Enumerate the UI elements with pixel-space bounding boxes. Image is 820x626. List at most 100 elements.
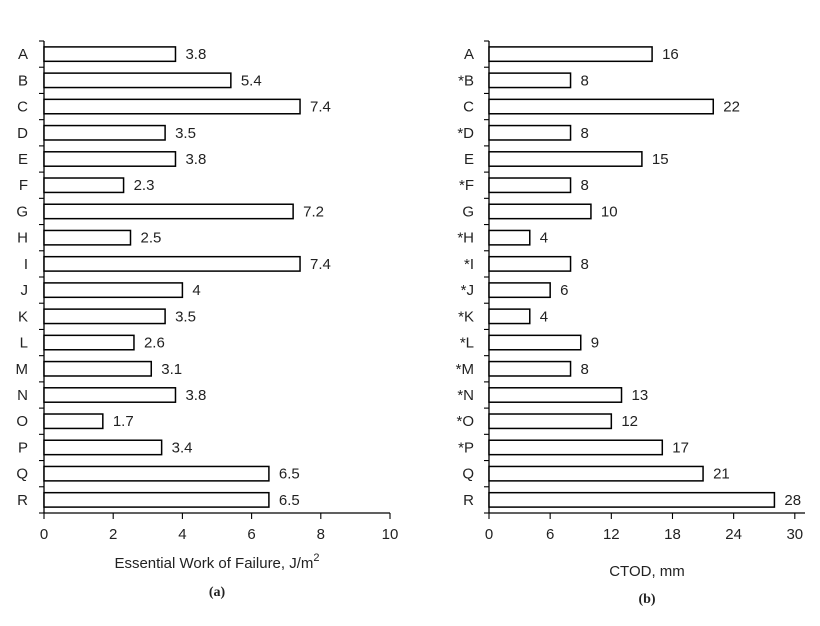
bar-g	[488, 203, 592, 220]
category-label: D	[17, 125, 28, 142]
category-label: *O	[456, 413, 474, 430]
value-label: 28	[784, 492, 801, 509]
bar-e	[43, 151, 177, 167]
bar-star-k	[488, 308, 531, 325]
x-axis-label: CTOD, mm	[609, 563, 685, 580]
category-label: *J	[461, 282, 474, 299]
x-tick-label: 24	[725, 526, 742, 543]
category-label: J	[21, 282, 29, 299]
value-label: 16	[662, 46, 679, 63]
bar-star-b	[488, 72, 572, 89]
x-tick-label: 6	[247, 526, 255, 543]
value-label: 21	[713, 466, 730, 483]
category-label: *H	[457, 230, 474, 247]
category-label: N	[17, 387, 28, 404]
value-label: 8	[581, 125, 589, 142]
bar-p	[43, 439, 163, 456]
bar-star-d	[488, 124, 572, 141]
category-label: *I	[464, 256, 474, 273]
bar-r	[43, 491, 270, 508]
bar-m	[43, 360, 153, 377]
bar-star-f	[488, 177, 572, 194]
value-label: 7.4	[310, 256, 331, 273]
value-label: 4	[540, 308, 548, 325]
bar-star-l	[488, 334, 582, 351]
bar-star-m	[488, 360, 572, 377]
value-label: 3.5	[175, 308, 196, 325]
value-label: 1.7	[113, 413, 134, 430]
category-label: E	[18, 151, 28, 168]
x-axis-label-superscript: 2	[313, 552, 319, 564]
bar-star-o	[488, 413, 613, 430]
value-label: 17	[672, 439, 689, 456]
category-label: C	[463, 99, 474, 116]
bar-star-j	[488, 282, 551, 299]
value-label: 8	[581, 72, 589, 89]
bar-d	[43, 124, 166, 141]
category-label: R	[17, 492, 28, 509]
value-label: 3.8	[185, 151, 206, 168]
bar-star-h	[488, 229, 531, 246]
category-label: A	[18, 46, 28, 63]
value-label: 6.5	[279, 466, 300, 483]
category-label: Q	[462, 466, 474, 483]
bar-i	[43, 255, 301, 272]
value-label: 3.4	[172, 439, 193, 456]
x-tick-label: 0	[485, 526, 493, 543]
category-label: B	[18, 72, 28, 89]
category-label: I	[24, 256, 28, 273]
category-label: *D	[457, 125, 474, 142]
bar-c	[488, 98, 715, 115]
bar-g	[43, 203, 294, 220]
bar-b	[43, 72, 232, 89]
chart-panel-a: A 3.8 B 5.4 C 7.4 D 3.5 E 3.8 F 2.3 G 7.2 H 2.5 I 7.4 J 4 K 3…	[16, 40, 399, 600]
bar-n	[43, 387, 177, 403]
category-label: G	[16, 203, 28, 220]
category-label: C	[17, 99, 28, 116]
panel-caption: (b)	[638, 592, 655, 607]
category-label: A	[464, 46, 474, 63]
category-label: M	[16, 361, 29, 378]
value-label: 8	[581, 256, 589, 273]
x-tick-label: 2	[109, 526, 117, 543]
bar-h	[43, 229, 132, 246]
x-tick-label: 8	[317, 526, 325, 543]
bar-q	[488, 465, 704, 482]
bar-e	[488, 151, 643, 167]
category-label: L	[20, 335, 28, 352]
category-label: K	[18, 308, 28, 325]
value-label: 7.4	[310, 99, 331, 116]
bar-r	[488, 491, 776, 508]
bar-star-p	[488, 439, 664, 456]
category-label: *F	[459, 177, 474, 194]
bar-o	[43, 413, 104, 430]
bar-f	[43, 177, 125, 194]
value-label: 9	[591, 335, 599, 352]
category-label: F	[19, 177, 28, 194]
panel-caption: (a)	[209, 585, 226, 600]
bar-q	[43, 465, 270, 482]
bar-a	[43, 46, 177, 63]
value-label: 3.8	[185, 46, 206, 63]
category-label: *B	[458, 72, 474, 89]
chart-panel-b: A 16 *B 8 C 22 *D 8 E 15 *F 8 G 10 *H 4 *I 8 *J 6 *K 4 *L 9 *M 8 *…	[456, 40, 805, 607]
value-label: 5.4	[241, 72, 262, 89]
category-label: *P	[458, 439, 474, 456]
x-tick-label: 10	[382, 526, 399, 543]
category-label: Q	[16, 466, 28, 483]
x-tick-label: 6	[546, 526, 554, 543]
category-label: *M	[456, 361, 474, 378]
x-tick-label: 30	[786, 526, 803, 543]
bar-j	[43, 282, 184, 299]
category-label: P	[18, 439, 28, 456]
bar-c	[43, 98, 301, 115]
value-label: 2.5	[141, 230, 162, 247]
category-label: O	[16, 413, 28, 430]
value-label: 3.8	[185, 387, 206, 404]
category-label: G	[462, 203, 474, 220]
value-label: 22	[723, 99, 740, 116]
bar-a	[488, 46, 653, 63]
value-label: 2.3	[134, 177, 155, 194]
value-label: 7.2	[303, 203, 324, 220]
